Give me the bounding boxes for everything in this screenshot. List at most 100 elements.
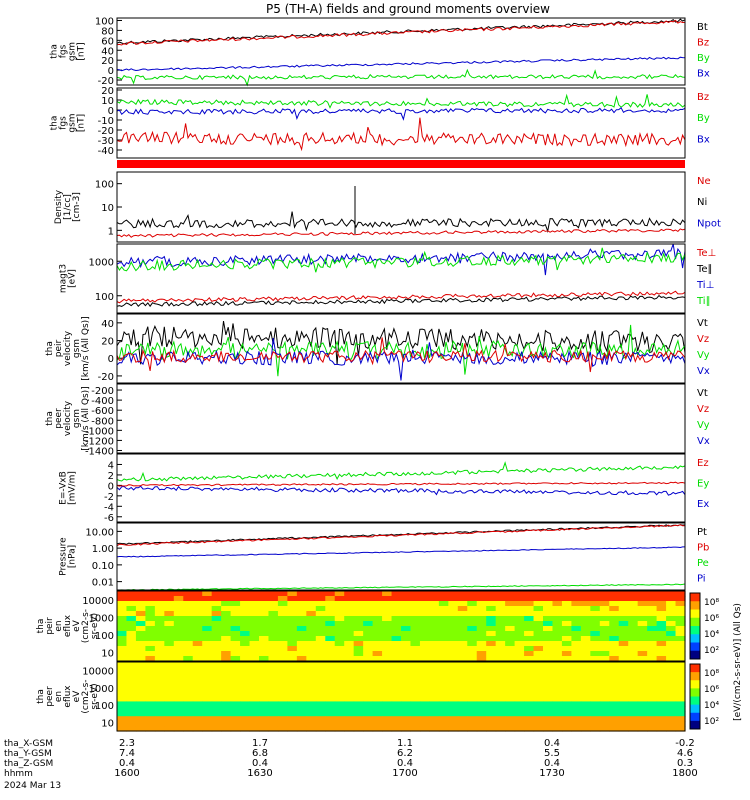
spectrogram-cell xyxy=(628,596,639,602)
spectrogram-cell xyxy=(211,656,222,662)
spectrogram-cell xyxy=(656,662,667,668)
spectrogram-cell xyxy=(419,626,430,632)
spectrogram-cell xyxy=(287,636,298,642)
spectrogram-cell xyxy=(467,626,478,632)
spectrogram-cell xyxy=(391,691,402,698)
spectrogram-cell xyxy=(126,656,137,662)
spectrogram-cell xyxy=(382,611,393,617)
spectrogram-cell xyxy=(514,696,525,703)
spectrogram-cell xyxy=(211,636,222,642)
spectrogram-cell xyxy=(268,611,279,617)
spectrogram-cell xyxy=(438,621,449,627)
spectrogram-cell xyxy=(590,641,601,647)
spectrogram-cell xyxy=(277,611,288,617)
spectrogram-cell xyxy=(183,596,194,602)
spectrogram-cell xyxy=(135,626,146,632)
spectrogram-cell xyxy=(618,691,629,698)
spectrogram-cell xyxy=(543,711,554,717)
spectrogram-cell xyxy=(135,681,146,688)
spectrogram-cell xyxy=(495,636,506,642)
spectrogram-cell xyxy=(505,686,516,693)
spectrogram-cell xyxy=(230,591,241,597)
spectrogram-cell xyxy=(524,681,535,688)
spectrogram-cell xyxy=(590,716,601,722)
spectrogram-cell xyxy=(154,691,165,698)
spectrogram-cell xyxy=(382,726,393,732)
spectrogram-cell xyxy=(618,636,629,642)
spectrogram-cell xyxy=(438,671,449,678)
spectrogram-cell xyxy=(618,611,629,617)
spectrogram-cell xyxy=(609,662,620,668)
spectrogram-cell xyxy=(211,611,222,617)
spectrogram-cell xyxy=(202,656,213,662)
spectrogram-cell xyxy=(675,681,686,688)
spectrogram-cell xyxy=(117,671,128,678)
spectrogram-cell xyxy=(429,626,440,632)
colorbar-tick: 10⁶ xyxy=(704,614,719,624)
spectrogram-cell xyxy=(675,701,686,707)
spectrogram-cell xyxy=(467,621,478,627)
spectrogram-cell xyxy=(183,666,194,673)
spectrogram-cell xyxy=(135,651,146,657)
spectrogram-cell xyxy=(145,691,156,698)
spectrogram-cell xyxy=(628,691,639,698)
colorbar-segment xyxy=(690,634,700,643)
spectrogram-cell xyxy=(145,646,156,652)
spectrogram-cell xyxy=(533,636,544,642)
y-tick-label: 80 xyxy=(101,26,114,37)
spectrogram-cell xyxy=(154,721,165,727)
spectrogram-cell xyxy=(410,716,421,722)
spectrogram-cell xyxy=(117,711,128,717)
spectrogram-cell xyxy=(675,646,686,652)
spectrogram-cell xyxy=(221,591,232,597)
spectrogram-cell xyxy=(438,596,449,602)
spectrogram-cell xyxy=(117,621,128,627)
spectrogram-cell xyxy=(647,636,658,642)
spectrogram-cell xyxy=(382,626,393,632)
spectrogram-cell xyxy=(259,662,270,668)
spectrogram-cell xyxy=(117,726,128,732)
spectrogram-cell xyxy=(287,716,298,722)
spectrogram-cell xyxy=(467,596,478,602)
spectrogram-cell xyxy=(429,651,440,657)
spectrogram-cell xyxy=(334,696,345,703)
spectrogram-cell xyxy=(126,696,137,703)
spectrogram-cell xyxy=(259,626,270,632)
spectrogram-cell xyxy=(211,666,222,673)
spectrogram-cell xyxy=(173,686,184,693)
spectrogram-cell xyxy=(457,601,468,607)
spectrogram-cell xyxy=(505,676,516,683)
spectrogram-cell xyxy=(211,601,222,607)
spectrogram-cell xyxy=(675,636,686,642)
spectrogram-cell xyxy=(524,691,535,698)
spectrogram-cell xyxy=(240,686,251,693)
spectrogram-cell xyxy=(325,696,336,703)
spectrogram-cell xyxy=(173,681,184,688)
spectrogram-cell xyxy=(448,711,459,717)
spectrogram-cell xyxy=(277,666,288,673)
spectrogram-cell xyxy=(419,641,430,647)
spectrogram-cell xyxy=(599,686,610,693)
spectrogram-cell xyxy=(117,601,128,607)
spectrogram-cell xyxy=(211,621,222,627)
spectrogram-cell xyxy=(571,651,582,657)
spectrogram-cell xyxy=(192,706,203,712)
spectrogram-cell xyxy=(637,636,648,642)
spectrogram-cell xyxy=(154,696,165,703)
spectrogram-cell xyxy=(268,656,279,662)
spectrogram-cell xyxy=(117,596,128,602)
spectrogram-cell xyxy=(230,611,241,617)
axis-row-value: 0.4 xyxy=(544,758,560,769)
spectrogram-cell xyxy=(410,631,421,637)
spectrogram-cell xyxy=(382,631,393,637)
spectrogram-cell xyxy=(552,656,563,662)
spectrogram-cell xyxy=(183,671,194,678)
spectrogram-cell xyxy=(202,721,213,727)
spectrogram-cell xyxy=(410,626,421,632)
spectrogram-cell xyxy=(268,686,279,693)
spectrogram-cell xyxy=(495,691,506,698)
spectrogram-cell xyxy=(230,721,241,727)
spectrogram-cell xyxy=(145,636,156,642)
spectrogram-cell xyxy=(476,636,487,642)
spectrogram-cell xyxy=(363,666,374,673)
